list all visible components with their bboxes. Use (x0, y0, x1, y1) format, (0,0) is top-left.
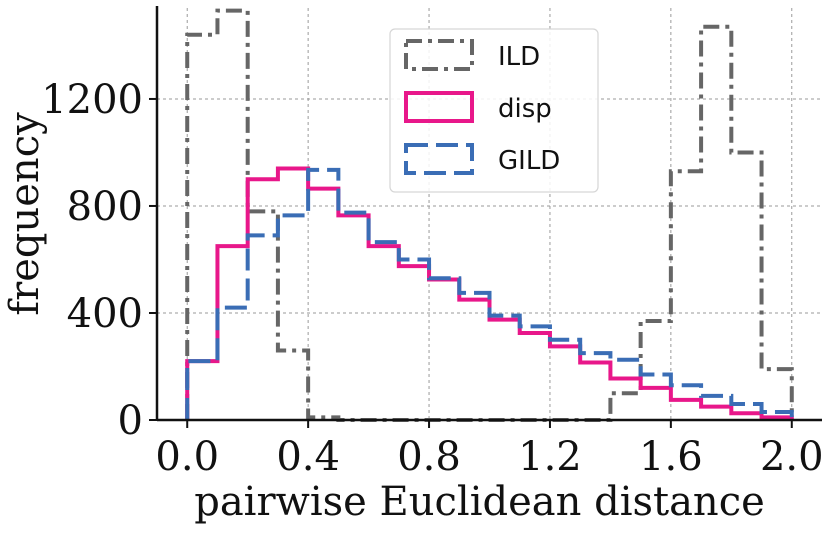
tick-labels: 0.0 0.4 0.8 1.2 1.6 2.0 0 400 800 1200 (41, 77, 823, 480)
legend: ILD disp GILD (389, 28, 599, 193)
x-tick-label: 0.0 (155, 434, 219, 480)
x-axis-label: pairwise Euclidean distance (194, 479, 765, 525)
y-tick-label: 400 (67, 291, 143, 337)
x-tick-label: 0.8 (397, 434, 461, 480)
legend-box (389, 28, 599, 193)
y-tick-label: 1200 (41, 77, 143, 123)
legend-label-ild: ILD (498, 42, 540, 72)
y-tick-label: 0 (118, 398, 143, 444)
x-tick-label: 0.4 (276, 434, 340, 480)
axes (149, 6, 822, 428)
legend-handle-gild (404, 143, 474, 175)
series-layer (185, 8, 794, 422)
legend-label-gild: GILD (498, 146, 560, 176)
y-tick-label: 800 (67, 184, 143, 230)
series-ild (185, 8, 794, 422)
y-axis-label: frequency (2, 112, 48, 316)
legend-label-disp: disp (498, 94, 552, 124)
legend-handle-disp (404, 91, 474, 123)
x-tick-label: 1.2 (518, 434, 582, 480)
legend-handle-ild (404, 39, 474, 71)
x-tick-label: 2.0 (760, 434, 824, 480)
x-tick-label: 1.6 (639, 434, 703, 480)
series-gild (185, 167, 794, 420)
